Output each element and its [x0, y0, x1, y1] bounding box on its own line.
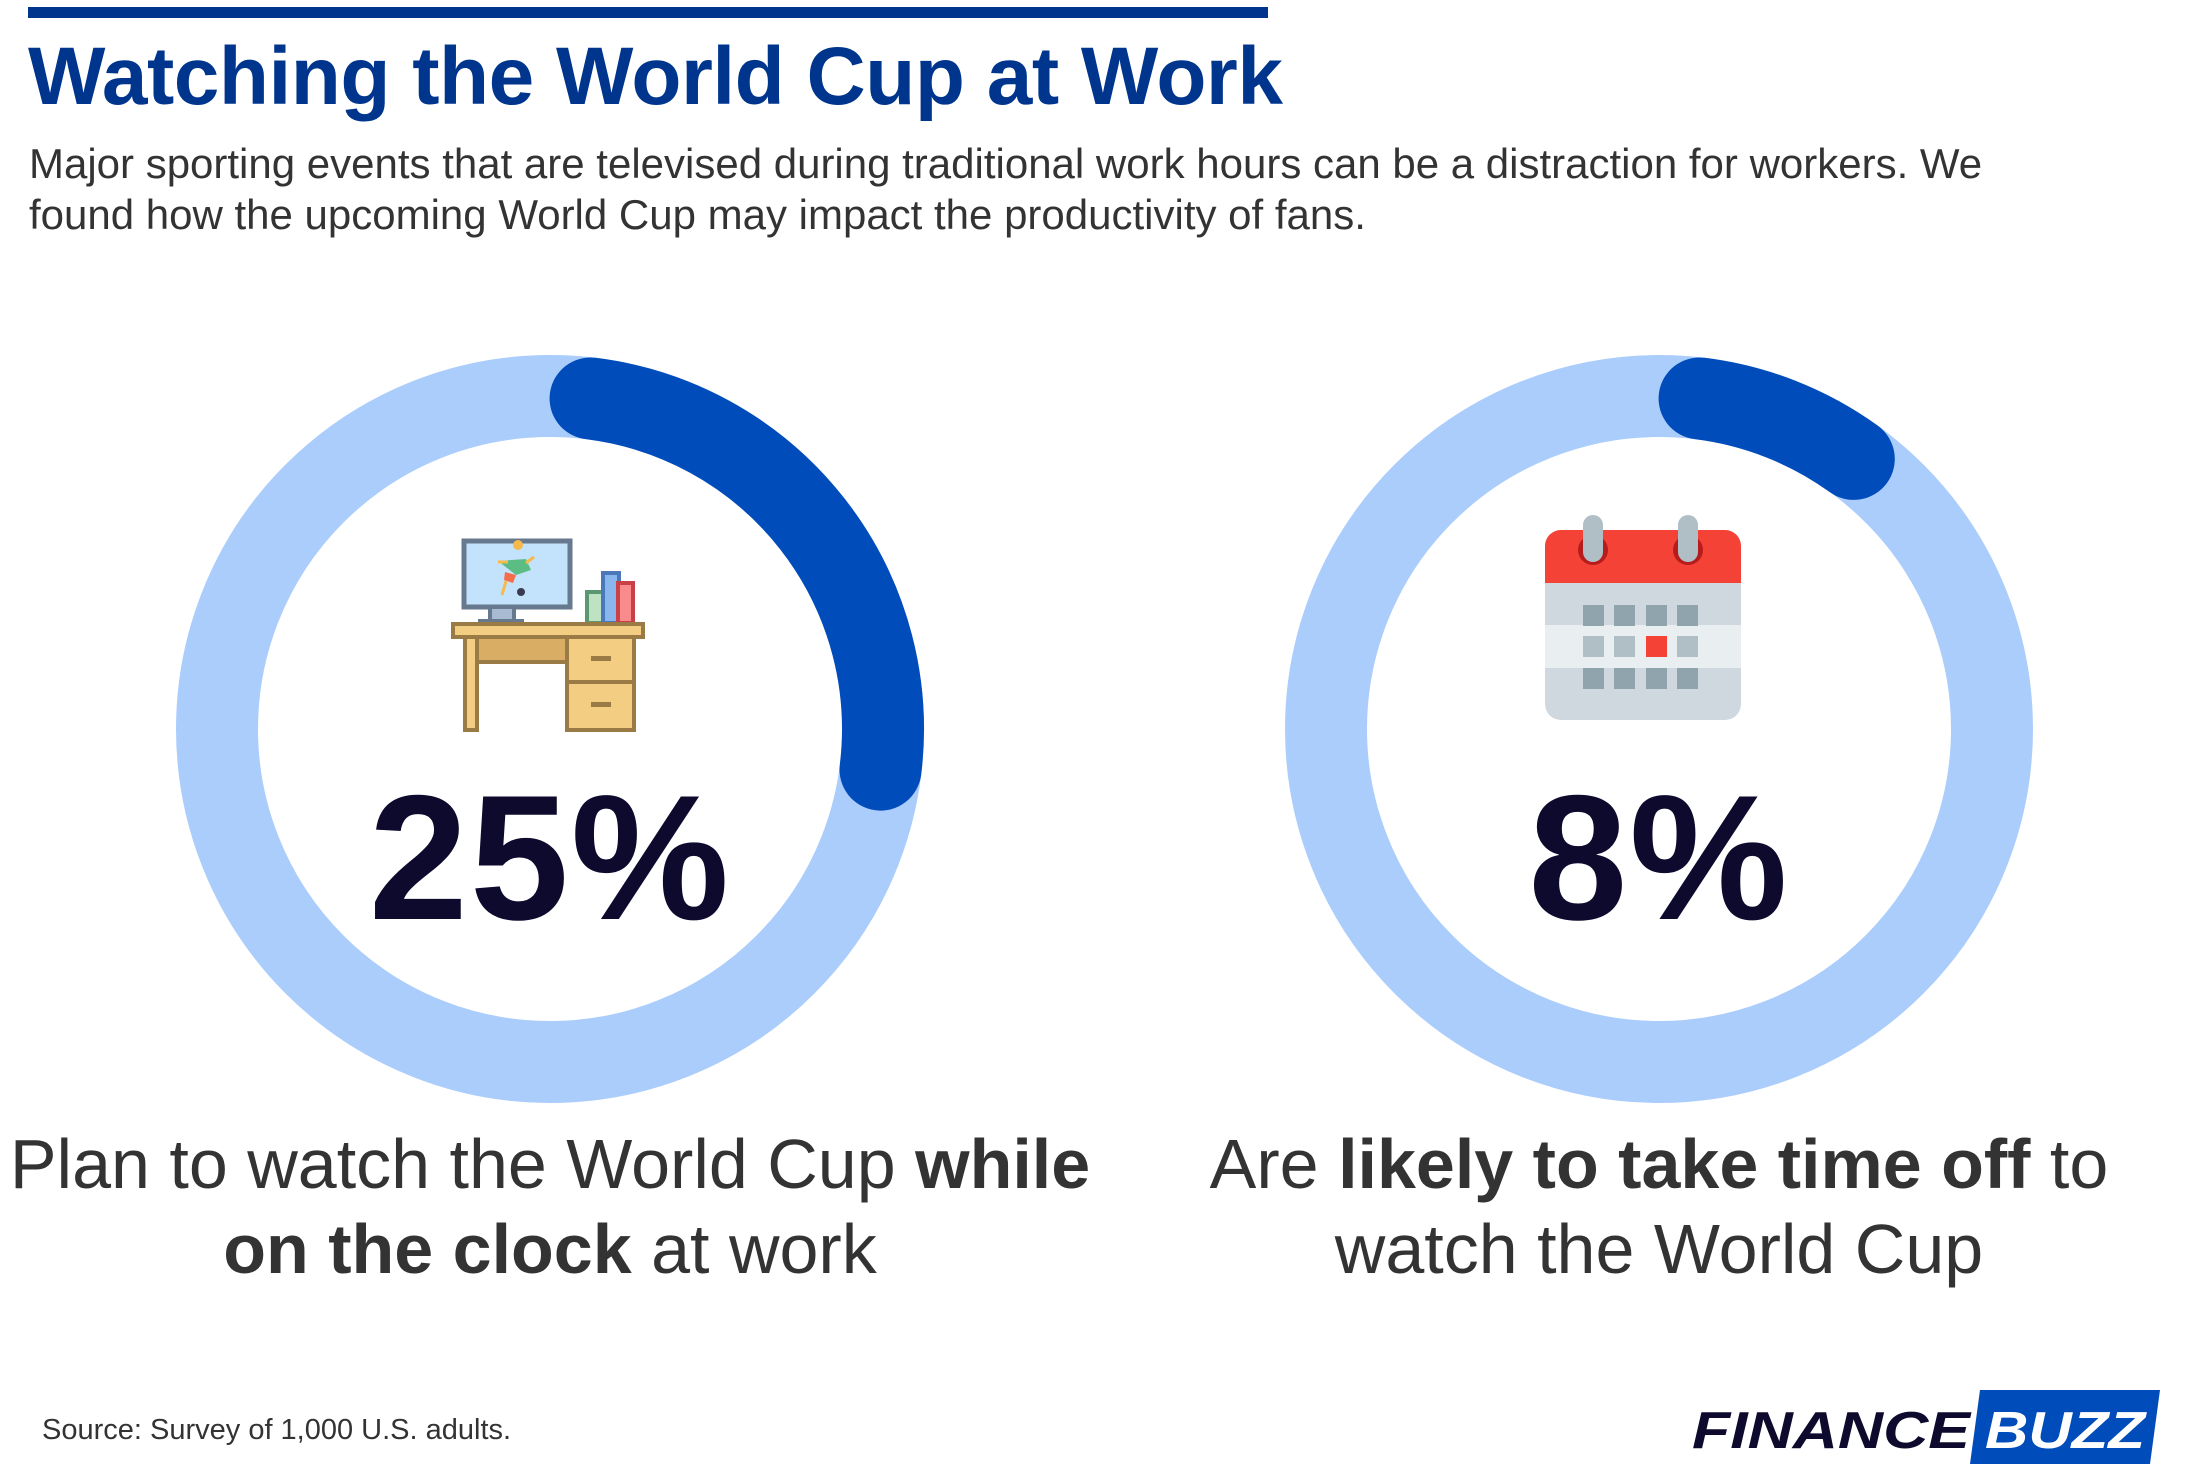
caption-left-post: at work: [631, 1210, 877, 1288]
caption-left: Plan to watch the World Cup while on the…: [0, 1122, 1100, 1292]
calendar-icon: [1545, 515, 1741, 720]
caption-left-bold: while on the clock: [223, 1125, 1091, 1288]
donut-value-arc: [549, 357, 924, 811]
caption-right: Are likely to take time off to watch the…: [1109, 1122, 2187, 1292]
logo-part1: FINANCE: [1692, 1402, 1972, 1460]
caption-right-bold: likely to take time off: [1338, 1125, 2031, 1203]
caption-right-post: to watch the World Cup: [1334, 1125, 2109, 1288]
source-note: Source: Survey of 1,000 U.S. adults.: [42, 1414, 512, 1446]
logo-badge: [1970, 1390, 2160, 1464]
caption-left-pre: Plan to watch the World Cup: [9, 1125, 916, 1203]
page-subtitle: Major sporting events that are televised…: [29, 140, 1983, 238]
logo-part2: BUZZ: [1985, 1402, 2148, 1460]
caption-right-pre: Are: [1209, 1125, 1339, 1203]
percent-label-left: 25%: [368, 758, 732, 957]
percent-label-right: 8%: [1528, 758, 1790, 957]
financebuzz-logo: FINANCE BUZZ: [1692, 1390, 2160, 1464]
donut-chart-left: [176, 355, 924, 1103]
donut-track: [1285, 355, 2033, 1103]
page-title: Watching the World Cup at Work: [28, 31, 1283, 122]
donut-value-arc: [1658, 357, 1895, 500]
top-accent-bar: [28, 7, 1268, 18]
desk-computer-soccer-icon: [451, 538, 645, 732]
donut-chart-right: [1285, 355, 2033, 1103]
